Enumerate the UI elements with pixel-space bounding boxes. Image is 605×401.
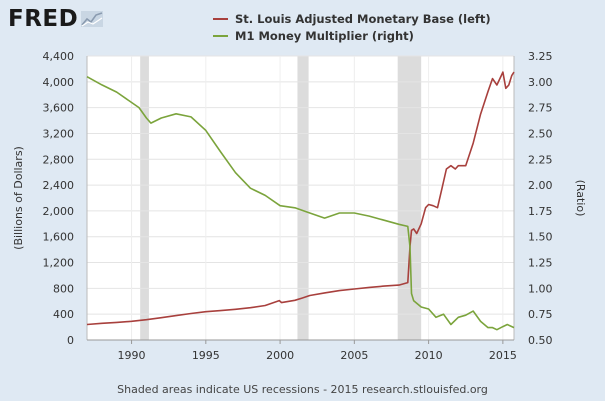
y2-tick-label-2: 1.00 [528, 282, 553, 295]
y2-tick-label-7: 2.25 [528, 153, 553, 166]
y2-tick-label-9: 2.75 [528, 102, 553, 115]
y-tick-label-2: 800 [53, 282, 74, 295]
y-tick-label-6: 2,400 [43, 179, 75, 192]
chart: 0 400 800 1,200 1,600 2,000 2,400 2,800 3,200 3,6… [12, 50, 587, 362]
x-tick-label-3: 2005 [340, 349, 368, 362]
legend-item-multiplier[interactable]: M1 Money Multiplier (right) [213, 27, 491, 44]
y2-tick-label-5: 1.75 [528, 205, 553, 218]
legend-label-base: St. Louis Adjusted Monetary Base (left) [235, 11, 491, 26]
x-tick-label-1: 1995 [192, 349, 220, 362]
y2-axis-title: (Ratio) [574, 180, 587, 217]
y2-tick-label-1: 0.75 [528, 308, 553, 321]
legend-swatch-multiplier [213, 34, 228, 37]
legend-swatch-base [213, 17, 228, 20]
recession-band-2 [397, 56, 422, 340]
recession-band-0 [140, 56, 149, 340]
y-axis-title: (Billions of Dollars) [12, 146, 25, 250]
y-tick-label-9: 3,600 [43, 102, 75, 115]
legend-item-base[interactable]: St. Louis Adjusted Monetary Base (left) [213, 10, 491, 27]
series-line-multiplier [86, 75, 515, 331]
y2-tick-label-3: 1.25 [528, 257, 553, 270]
footer-note: Shaded areas indicate US recessions - 20… [117, 383, 488, 396]
y-tick-label-4: 1,600 [43, 231, 75, 244]
chart-line-icon [81, 11, 104, 27]
y-tick-label-5: 2,000 [43, 205, 75, 218]
x-tick-label-2: 2000 [266, 349, 294, 362]
y2-tick-label-8: 2.50 [528, 127, 553, 140]
y2-tick-label-11: 3.25 [528, 50, 553, 63]
fred-logo[interactable]: FRED [8, 6, 104, 32]
y2-tick-label-4: 1.50 [528, 231, 553, 244]
recession-band-1 [297, 56, 309, 340]
y-tick-label-1: 400 [53, 308, 74, 321]
y-tick-label-8: 3,200 [43, 127, 75, 140]
logo-text: FRED [8, 6, 79, 32]
y-tick-label-0: 0 [67, 334, 74, 347]
y2-tick-label-6: 2.00 [528, 179, 553, 192]
y-tick-label-3: 1,200 [43, 257, 75, 270]
y-tick-label-10: 4,000 [43, 76, 75, 89]
x-tick-label-4: 2010 [415, 349, 443, 362]
x-tick-label-5: 2015 [489, 349, 517, 362]
y2-tick-label-10: 3.00 [528, 76, 553, 89]
y-tick-label-11: 4,400 [43, 50, 75, 63]
y-tick-label-7: 2,800 [43, 153, 75, 166]
x-tick-label-0: 1990 [118, 349, 146, 362]
legend-label-multiplier: M1 Money Multiplier (right) [235, 28, 414, 43]
y2-tick-label-0: 0.50 [528, 334, 553, 347]
chart-legend: St. Louis Adjusted Monetary Base (left) … [213, 10, 491, 44]
